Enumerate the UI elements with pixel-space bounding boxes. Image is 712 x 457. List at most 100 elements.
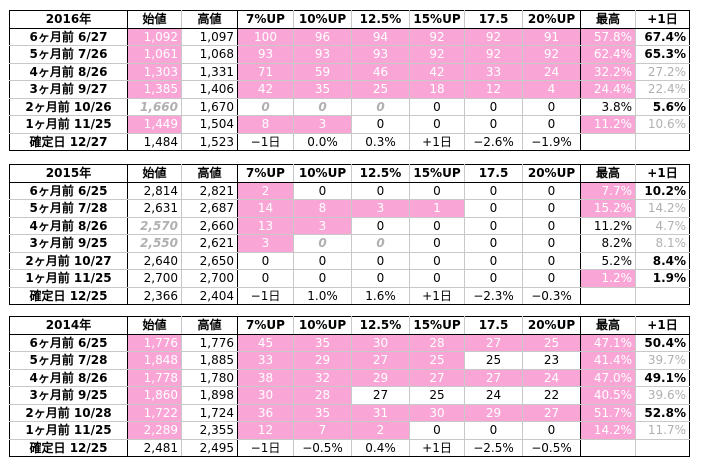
column-header[interactable]: 20%UP xyxy=(522,164,581,183)
table-cell[interactable]: 2,404 xyxy=(181,286,238,305)
table-cell[interactable]: −1.9% xyxy=(522,132,581,151)
table-cell[interactable]: 1,860 xyxy=(127,386,182,405)
table-cell[interactable]: 24.4% xyxy=(580,80,636,99)
table-cell[interactable]: 33 xyxy=(237,351,294,370)
year-header[interactable]: 2014年 xyxy=(9,316,128,335)
table-cell[interactable]: 100 xyxy=(237,27,294,46)
table-cell[interactable]: 1,776 xyxy=(127,333,182,352)
table-cell[interactable]: 49.1% xyxy=(635,368,690,387)
table-cell[interactable]: 0.4% xyxy=(351,438,410,457)
table-cell[interactable]: 62.4% xyxy=(580,45,636,64)
table-cell[interactable]: 1,778 xyxy=(127,368,182,387)
table-cell[interactable]: 1,722 xyxy=(127,403,182,422)
table-cell[interactable]: 2,631 xyxy=(127,199,182,218)
row-label[interactable]: 4ヶ月前 8/26 xyxy=(9,62,128,81)
column-header[interactable]: 最高 xyxy=(580,164,636,183)
table-cell[interactable]: 35 xyxy=(293,403,352,422)
table-cell[interactable]: 3 xyxy=(293,216,352,235)
table-cell[interactable]: 0 xyxy=(409,115,465,134)
table-cell[interactable]: 23 xyxy=(522,351,581,370)
column-header[interactable]: 最高 xyxy=(580,10,636,29)
table-cell[interactable]: 0 xyxy=(237,97,294,116)
table-cell[interactable]: 52.8% xyxy=(635,403,690,422)
table-cell[interactable]: 0 xyxy=(351,115,410,134)
table-cell[interactable]: 2,495 xyxy=(181,438,238,457)
table-cell[interactable]: 8.2% xyxy=(580,234,636,253)
table-cell[interactable]: 1,092 xyxy=(127,27,182,46)
table-cell[interactable]: 0 xyxy=(522,181,581,200)
column-header[interactable]: 7%UP xyxy=(237,316,294,335)
column-header[interactable]: 20%UP xyxy=(522,10,581,29)
table-cell[interactable]: 39.6% xyxy=(635,386,690,405)
table-cell[interactable]: 1,523 xyxy=(181,132,238,151)
table-cell[interactable]: 1.9% xyxy=(635,269,690,288)
row-label[interactable]: 確定日 12/25 xyxy=(9,286,128,305)
table-cell[interactable]: 0.0% xyxy=(293,132,352,151)
table-cell[interactable]: 22 xyxy=(522,386,581,405)
table-cell[interactable]: 2,550 xyxy=(127,234,182,253)
table-cell[interactable]: 32.2% xyxy=(580,62,636,81)
table-cell[interactable]: 0 xyxy=(522,421,581,440)
row-label[interactable]: 5ヶ月前 7/26 xyxy=(9,45,128,64)
table-cell[interactable]: 1,670 xyxy=(181,97,238,116)
table-cell[interactable]: −0.5% xyxy=(522,438,581,457)
table-cell[interactable]: 0 xyxy=(409,97,465,116)
table-cell[interactable]: 0 xyxy=(293,234,352,253)
table-cell[interactable]: 27 xyxy=(409,368,465,387)
column-header[interactable]: 15%UP xyxy=(409,316,465,335)
table-cell[interactable]: 0 xyxy=(351,216,410,235)
table-cell[interactable]: 0 xyxy=(464,421,523,440)
table-cell[interactable]: 14.2% xyxy=(580,421,636,440)
table-cell[interactable]: −1日 xyxy=(237,132,294,151)
table-cell[interactable]: 47.0% xyxy=(580,368,636,387)
table-cell[interactable]: 1,406 xyxy=(181,80,238,99)
table-cell[interactable]: 5.6% xyxy=(635,97,690,116)
table-cell[interactable]: 51.7% xyxy=(580,403,636,422)
table-cell[interactable]: 0 xyxy=(409,234,465,253)
table-cell[interactable]: 22.4% xyxy=(635,80,690,99)
table-cell[interactable]: 0 xyxy=(351,97,410,116)
table-cell[interactable]: 0 xyxy=(522,234,581,253)
year-header[interactable]: 2016年 xyxy=(9,10,128,29)
table-cell[interactable]: +1日 xyxy=(409,132,465,151)
table-cell[interactable]: 1,068 xyxy=(181,45,238,64)
table-cell[interactable]: 13 xyxy=(237,216,294,235)
table-cell[interactable]: 0 xyxy=(409,421,465,440)
table-cell[interactable]: 94 xyxy=(351,27,410,46)
table-cell[interactable] xyxy=(635,286,690,305)
table-cell[interactable]: 0 xyxy=(464,97,523,116)
table-cell[interactable]: 71 xyxy=(237,62,294,81)
table-cell[interactable]: 92 xyxy=(409,45,465,64)
table-cell[interactable]: 2,650 xyxy=(181,251,238,270)
column-header[interactable]: 始値 xyxy=(127,164,182,183)
row-label[interactable]: 5ヶ月前 7/28 xyxy=(9,199,128,218)
table-cell[interactable]: 92 xyxy=(522,45,581,64)
table-cell[interactable]: 1,484 xyxy=(127,132,182,151)
row-label[interactable]: 2ヶ月前 10/27 xyxy=(9,251,128,270)
column-header[interactable]: 20%UP xyxy=(522,316,581,335)
table-cell[interactable]: 11.7% xyxy=(635,421,690,440)
table-cell[interactable]: 1,724 xyxy=(181,403,238,422)
table-cell[interactable]: −0.3% xyxy=(522,286,581,305)
row-label[interactable]: 3ヶ月前 9/25 xyxy=(9,234,128,253)
row-label[interactable]: 3ヶ月前 9/25 xyxy=(9,386,128,405)
table-cell[interactable]: −1日 xyxy=(237,438,294,457)
table-cell[interactable]: 42 xyxy=(237,80,294,99)
table-cell[interactable]: 1,331 xyxy=(181,62,238,81)
table-cell[interactable]: +1日 xyxy=(409,286,465,305)
table-cell[interactable]: 0 xyxy=(237,251,294,270)
table-cell[interactable]: 2,814 xyxy=(127,181,182,200)
table-cell[interactable]: 7 xyxy=(293,421,352,440)
column-header[interactable]: 12.5% xyxy=(351,316,410,335)
table-cell[interactable]: 1,898 xyxy=(181,386,238,405)
table-cell[interactable]: 0 xyxy=(409,216,465,235)
table-cell[interactable]: 93 xyxy=(237,45,294,64)
table-cell[interactable]: 25 xyxy=(409,351,465,370)
table-cell[interactable]: 0 xyxy=(409,181,465,200)
table-cell[interactable]: 18 xyxy=(409,80,465,99)
row-label[interactable]: 5ヶ月前 7/28 xyxy=(9,351,128,370)
table-cell[interactable]: 0 xyxy=(293,97,352,116)
column-header[interactable]: 17.5 xyxy=(464,164,523,183)
table-cell[interactable]: 0 xyxy=(293,269,352,288)
table-cell[interactable]: 2,660 xyxy=(181,216,238,235)
